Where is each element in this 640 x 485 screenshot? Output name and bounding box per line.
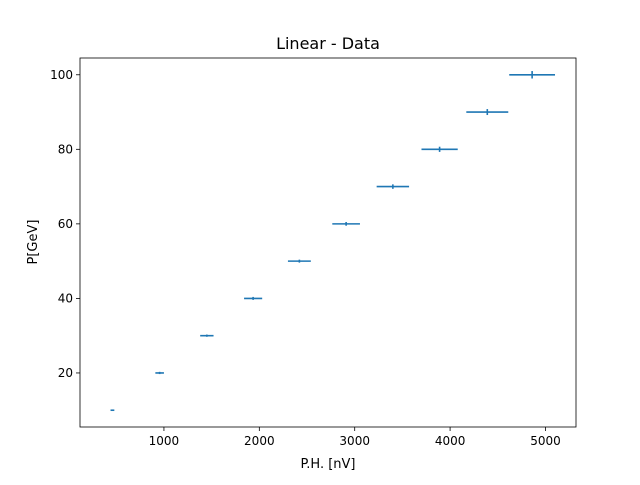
x-tick-label: 2000	[244, 434, 275, 448]
data-point	[200, 334, 214, 337]
y-axis-label: P[GeV]	[26, 220, 41, 265]
x-tick-label: 4000	[435, 434, 466, 448]
data-point	[466, 109, 509, 116]
plot-frame	[79, 57, 577, 428]
x-axis: 1000 2000 3000 4000 5000	[149, 427, 561, 448]
x-tick-label: 3000	[339, 434, 370, 448]
y-tick-label: 40	[58, 291, 73, 305]
chart-title: Linear - Data	[276, 34, 380, 53]
y-tick-label: 80	[58, 142, 73, 156]
data-point	[509, 71, 556, 79]
data-point	[332, 222, 360, 226]
data-point	[155, 371, 164, 375]
x-axis-label: P.H. [nV]	[300, 457, 355, 472]
data-point	[244, 296, 263, 300]
data-point	[421, 146, 458, 152]
data-point	[376, 184, 410, 189]
data-point	[110, 409, 115, 412]
x-tick-label: 1000	[149, 434, 180, 448]
errorbar-series	[110, 71, 556, 412]
y-tick-label: 100	[50, 68, 73, 82]
y-tick-label: 60	[58, 217, 73, 231]
data-point	[287, 259, 311, 263]
y-axis: 20 40 60 80 100	[50, 68, 80, 380]
y-tick-label: 20	[58, 366, 73, 380]
x-tick-label: 5000	[530, 434, 561, 448]
